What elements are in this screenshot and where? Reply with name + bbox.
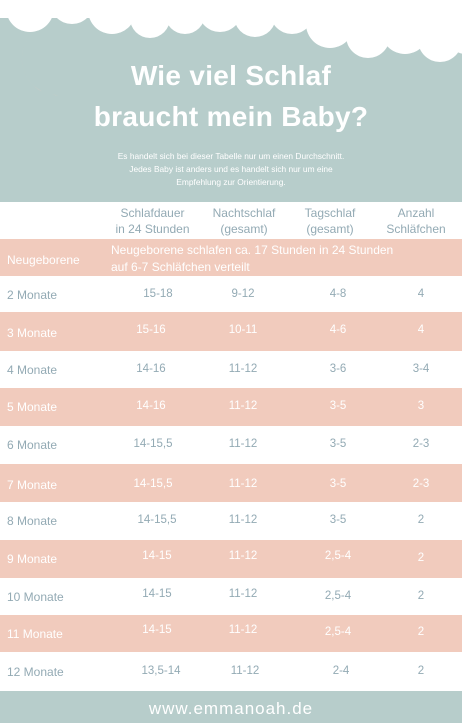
row-label: 3 Monate — [7, 326, 58, 340]
header-banner: Wie viel Schlaf braucht mein Baby? Es ha… — [0, 0, 462, 202]
row-label: 12 Monate — [7, 665, 64, 679]
subtitle: Es handelt sich bei dieser Tabelle nur u… — [70, 150, 392, 189]
cell-night: 11-12 — [228, 478, 258, 490]
row-label: 10 Monate — [7, 590, 64, 604]
clouds-decoration — [0, 0, 462, 62]
footer: www.emmanoah.de — [0, 691, 462, 723]
cell-total: 14-15 — [142, 624, 172, 636]
table-row: 6 Monate 14-15,5 11-12 3-5 2-3 — [0, 426, 462, 464]
column-headers: Schlafdauer in 24 Stunden Nachtschlaf (g… — [0, 203, 462, 239]
cell-total: 13,5-14 — [141, 665, 181, 677]
cell-naps: 2-3 — [412, 438, 430, 450]
cell-night: 11-12 — [228, 400, 258, 412]
cell-total: 14-15,5 — [133, 478, 173, 490]
row-label: 6 Monate — [7, 438, 58, 452]
cell-day: 2,5-4 — [324, 626, 352, 638]
table-row-newborn: Neugeborene Neugeborene schlafen ca. 17 … — [0, 239, 462, 276]
table-row: 10 Monate 14-15 11-12 2,5-4 2 — [0, 578, 462, 615]
cell-naps: 3 — [417, 400, 425, 412]
cell-naps: 2 — [417, 590, 425, 602]
cell-day: 3-5 — [329, 478, 347, 490]
cell-day: 2,5-4 — [324, 590, 352, 602]
table-row: 7 Monate 14-15,5 11-12 3-5 2-3 — [0, 464, 462, 502]
cell-day: 4-6 — [329, 324, 347, 336]
cell-total: 14-16 — [136, 400, 166, 412]
cell-day: 3-5 — [329, 400, 347, 412]
cell-naps: 3-4 — [412, 363, 430, 375]
column-header-line: (gesamt) — [220, 222, 268, 236]
cell-night: 11-12 — [228, 438, 258, 450]
cell-total: 15-18 — [143, 288, 173, 300]
cell-naps: 4 — [417, 288, 425, 300]
cell-total: 14-15,5 — [133, 438, 173, 450]
row-label: 11 Monate — [7, 627, 63, 641]
table-row: 12 Monate 13,5-14 11-12 2-4 2 — [0, 652, 462, 691]
cell-total: 15-16 — [136, 324, 166, 336]
cell-night: 11-12 — [228, 514, 258, 526]
column-header-line: Nachtschlaf — [212, 206, 276, 220]
row-label: 4 Monate — [7, 363, 58, 377]
column-header-night: Nachtschlaf (gesamt) — [203, 205, 285, 237]
cell-night: 11-12 — [228, 588, 258, 600]
row-label: 2 Monate — [7, 288, 58, 302]
cell-naps: 2 — [417, 665, 425, 677]
table-row: 2 Monate 15-18 9-12 4-8 4 — [0, 276, 462, 312]
subtitle-line: Es handelt sich bei dieser Tabelle nur u… — [117, 151, 345, 161]
newborn-note-line: Neugeborene schlafen ca. 17 Stunden in 2… — [111, 243, 394, 257]
newborn-note-line: auf 6-7 Schläfchen verteilt — [111, 260, 250, 274]
table-row: 3 Monate 15-16 10-11 4-6 4 — [0, 312, 462, 351]
cell-naps: 2 — [417, 626, 425, 638]
cell-day: 3-5 — [329, 514, 347, 526]
cell-total: 14-15,5 — [137, 514, 177, 526]
column-header-day: Tagschlaf (gesamt) — [292, 205, 368, 237]
column-header-line: in 24 Stunden — [115, 222, 190, 236]
cell-day: 2,5-4 — [324, 550, 352, 562]
column-header-line: Anzahl — [397, 206, 435, 220]
cell-night: 11-12 — [230, 665, 260, 677]
column-header-line: Tagschlaf — [304, 206, 356, 220]
cell-night: 10-11 — [228, 324, 258, 336]
subtitle-line: Jedes Baby ist anders und es handelt sic… — [129, 164, 333, 174]
subtitle-line: Empfehlung zur Orientierung. — [176, 177, 286, 187]
footer-website: www.emmanoah.de — [148, 699, 314, 718]
column-header-total: Schlafdauer in 24 Stunden — [105, 205, 200, 237]
table-row: 11 Monate 14-15 11-12 2,5-4 2 — [0, 615, 462, 652]
row-label: 5 Monate — [7, 400, 58, 414]
column-header-line: Schläfchen — [386, 222, 446, 236]
row-label: 8 Monate — [7, 514, 58, 528]
newborn-note: Neugeborene schlafen ca. 17 Stunden in 2… — [111, 242, 393, 276]
cell-naps: 2-3 — [412, 478, 430, 490]
cell-night: 11-12 — [228, 624, 258, 636]
cell-day: 4-8 — [329, 288, 347, 300]
cell-naps: 2 — [417, 552, 425, 564]
page-title-line1: Wie viel Schlaf — [130, 60, 332, 91]
cell-total: 14-15 — [142, 550, 172, 562]
row-label: 9 Monate — [7, 552, 58, 566]
cell-naps: 4 — [417, 324, 425, 336]
column-header-line: (gesamt) — [306, 222, 354, 236]
table-row: 8 Monate 14-15,5 11-12 3-5 2 — [0, 502, 462, 540]
cell-total: 14-15 — [142, 588, 172, 600]
column-header-naps: Anzahl Schläfchen — [376, 205, 456, 237]
cell-night: 11-12 — [228, 550, 258, 562]
cell-night: 11-12 — [228, 363, 258, 375]
table-row: 4 Monate 14-16 11-12 3-6 3-4 — [0, 351, 462, 388]
cell-day: 3-6 — [329, 363, 347, 375]
table-row: 5 Monate 14-16 11-12 3-5 3 — [0, 388, 462, 426]
cell-naps: 2 — [417, 514, 425, 526]
page-title-line2: braucht mein Baby? — [93, 101, 369, 132]
row-label: 7 Monate — [7, 478, 58, 492]
cell-day: 3-5 — [329, 438, 347, 450]
table-row: 9 Monate 14-15 11-12 2,5-4 2 — [0, 540, 462, 578]
column-header-line: Schlafdauer — [120, 206, 185, 220]
cell-night: 9-12 — [231, 288, 255, 300]
cell-total: 14-16 — [136, 363, 166, 375]
row-label: Neugeborene — [7, 253, 80, 267]
cell-day: 2-4 — [332, 665, 350, 677]
